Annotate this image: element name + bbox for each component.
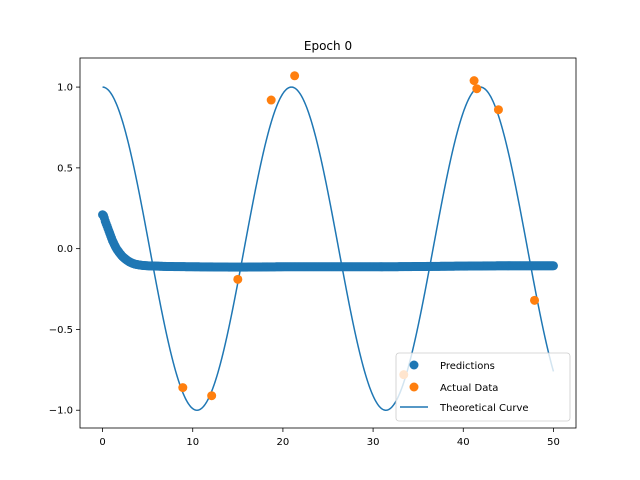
actual-data-point — [290, 71, 300, 81]
x-tick-label: 40 — [457, 437, 470, 448]
x-tick-label: 50 — [547, 437, 560, 448]
x-tick-label: 20 — [277, 437, 290, 448]
actual-data-point — [530, 295, 540, 305]
actual-data-point — [469, 76, 479, 86]
x-tick-label: 10 — [186, 437, 199, 448]
actual-data-point — [493, 105, 503, 115]
y-tick-label: −0.5 — [49, 325, 73, 336]
legend: Predictions Actual Data Theoretical Curv… — [395, 352, 571, 422]
actual-data-point — [178, 383, 188, 393]
predictions-layer — [98, 210, 558, 272]
actual-data-point — [266, 95, 276, 105]
legend-marker-actual-data — [409, 382, 419, 392]
actual-data-point — [207, 391, 217, 401]
prediction-point — [548, 261, 558, 271]
legend-box — [395, 352, 571, 422]
actual-data-point — [472, 84, 482, 94]
x-tick-label: 0 — [99, 437, 105, 448]
chart-title: Epoch 0 — [304, 39, 352, 53]
y-tick-label: 1.0 — [57, 83, 73, 94]
y-tick-label: 0.0 — [57, 244, 73, 255]
x-tick-label: 30 — [367, 437, 380, 448]
y-tick-label: 0.5 — [57, 163, 73, 174]
legend-label-actual-data: Actual Data — [440, 383, 498, 394]
actual-data-point — [233, 274, 243, 284]
legend-label-predictions: Predictions — [440, 361, 495, 372]
x-axis: 0 10 20 30 40 50 — [99, 428, 560, 448]
legend-label-theoretical-curve: Theoretical Curve — [439, 403, 529, 414]
y-axis: −1.0 −0.5 0.0 0.5 1.0 — [49, 83, 80, 417]
plot-frame — [79, 57, 577, 429]
y-tick-label: −1.0 — [49, 406, 73, 417]
legend-marker-predictions — [409, 360, 419, 370]
